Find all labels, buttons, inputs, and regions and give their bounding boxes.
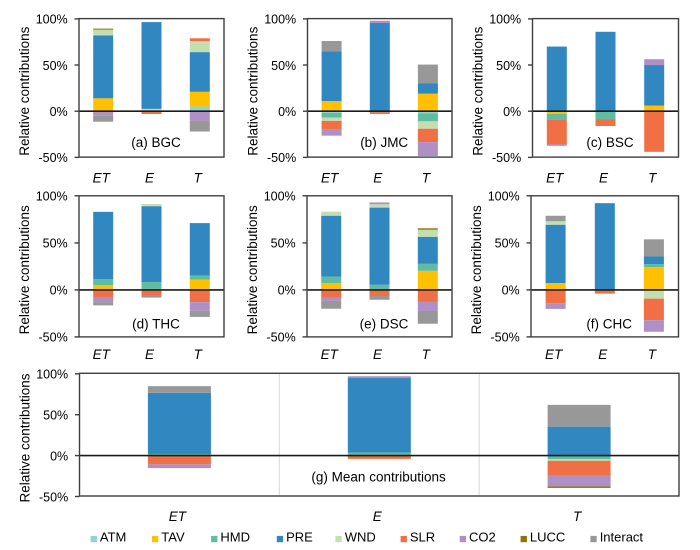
svg-text:HMD: HMD	[220, 529, 250, 544]
svg-text:E: E	[373, 509, 383, 524]
svg-text:ET: ET	[546, 170, 565, 185]
svg-text:T: T	[194, 170, 204, 185]
svg-text:T: T	[422, 347, 432, 362]
svg-text:0%: 0%	[503, 105, 521, 119]
svg-text:-50%: -50%	[492, 151, 521, 165]
svg-text:100%: 100%	[489, 13, 521, 27]
svg-text:-50%: -50%	[39, 490, 68, 504]
svg-text:Relative contributions: Relative contributions	[471, 26, 486, 155]
svg-text:Relative contributions: Relative contributions	[17, 205, 32, 334]
svg-text:100%: 100%	[36, 13, 68, 27]
svg-text:T: T	[648, 347, 658, 362]
svg-text:-50%: -50%	[267, 331, 296, 345]
svg-text:(g) Mean contributions: (g) Mean contributions	[311, 470, 446, 485]
svg-text:50%: 50%	[43, 237, 68, 251]
svg-text:T: T	[648, 170, 658, 185]
svg-text:-50%: -50%	[39, 151, 68, 165]
svg-text:E: E	[373, 170, 383, 185]
svg-text:Relative contributions: Relative contributions	[246, 26, 261, 155]
svg-text:100%: 100%	[36, 190, 68, 204]
svg-text:(a) BGC: (a) BGC	[131, 135, 181, 150]
svg-text:Relative contributions: Relative contributions	[469, 205, 484, 334]
svg-text:-50%: -50%	[267, 151, 296, 165]
svg-text:0%: 0%	[50, 284, 68, 298]
svg-text:(e) DSC: (e) DSC	[360, 317, 409, 332]
svg-text:(f) CHC: (f) CHC	[586, 317, 632, 332]
svg-text:ET: ET	[93, 347, 112, 362]
svg-text:50%: 50%	[43, 409, 68, 423]
svg-text:100%: 100%	[488, 190, 520, 204]
svg-text:TAV: TAV	[161, 529, 185, 544]
svg-text:WND: WND	[345, 529, 376, 544]
svg-text:-50%: -50%	[39, 331, 68, 345]
svg-text:ET: ET	[321, 347, 340, 362]
svg-text:T: T	[194, 347, 204, 362]
svg-text:SLR: SLR	[410, 529, 435, 544]
svg-text:-50%: -50%	[491, 331, 520, 345]
svg-text:Relative contributions: Relative contributions	[18, 373, 33, 502]
svg-text:100%: 100%	[36, 368, 68, 382]
svg-text:50%: 50%	[43, 59, 68, 73]
svg-text:ET: ET	[169, 509, 188, 524]
svg-text:0%: 0%	[50, 105, 68, 119]
svg-text:50%: 50%	[496, 59, 521, 73]
svg-text:Relative contributions: Relative contributions	[17, 26, 32, 155]
svg-text:CO2: CO2	[469, 529, 496, 544]
svg-text:100%: 100%	[264, 190, 296, 204]
svg-text:T: T	[573, 509, 583, 524]
svg-text:ET: ET	[545, 347, 564, 362]
svg-text:0%: 0%	[502, 284, 520, 298]
svg-text:E: E	[373, 347, 383, 362]
svg-text:ATM: ATM	[100, 529, 126, 544]
svg-text:(b) JMC: (b) JMC	[360, 135, 408, 150]
svg-text:(d) THC: (d) THC	[132, 317, 180, 332]
svg-text:E: E	[598, 347, 608, 362]
svg-text:T: T	[422, 170, 432, 185]
svg-text:50%: 50%	[271, 59, 296, 73]
svg-text:Interact: Interact	[600, 529, 644, 544]
svg-text:ET: ET	[93, 170, 112, 185]
svg-text:0%: 0%	[278, 105, 296, 119]
svg-text:0%: 0%	[50, 449, 68, 463]
svg-text:0%: 0%	[278, 284, 296, 298]
svg-text:100%: 100%	[264, 13, 296, 27]
svg-text:50%: 50%	[495, 237, 520, 251]
svg-text:(c) BSC: (c) BSC	[586, 135, 634, 150]
svg-text:50%: 50%	[271, 237, 296, 251]
svg-text:PRE: PRE	[286, 529, 313, 544]
svg-text:E: E	[145, 170, 155, 185]
svg-text:LUCC: LUCC	[530, 529, 565, 544]
svg-text:Relative contributions: Relative contributions	[245, 205, 260, 334]
svg-text:E: E	[145, 347, 155, 362]
svg-text:ET: ET	[321, 170, 340, 185]
svg-text:E: E	[599, 170, 609, 185]
